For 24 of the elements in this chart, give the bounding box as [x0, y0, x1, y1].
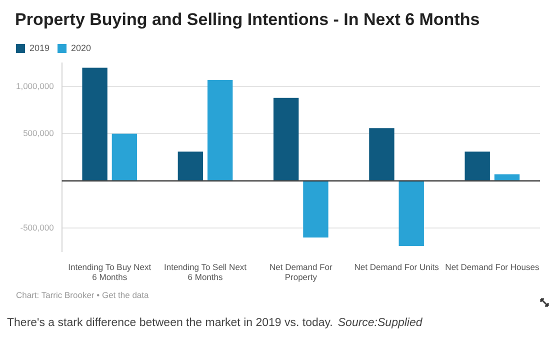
y-tick-label: -500,000 [20, 222, 54, 232]
y-tick-label: 500,000 [23, 128, 54, 138]
bar [398, 181, 424, 246]
bar [207, 80, 233, 180]
bar [112, 134, 138, 180]
x-tick-label: Intending To Buy Next 6 Months [68, 262, 152, 282]
bar [494, 174, 520, 180]
x-tick-label: Net Demand For Houses [445, 262, 540, 272]
bar [369, 128, 394, 180]
bar [273, 98, 299, 180]
chart-title: Property Buying and Selling Intentions - In Next 6 Months [15, 10, 480, 30]
bar [464, 152, 490, 180]
legend-label: 2019 [30, 42, 50, 53]
x-tick-label: Net Demand For Units [354, 262, 439, 272]
text: Chart: Tarric Brooker • Get the data [16, 290, 149, 300]
bar [82, 68, 108, 180]
legend-label: 2020 [71, 42, 92, 53]
y-tick-label: 1,000,000 [16, 80, 54, 91]
x-tick-label: Net Demand For Property [269, 262, 332, 282]
text: There's a stark difference between the market in 2019 vs. today. [7, 317, 333, 329]
source-note: Source:Supplied [338, 317, 422, 329]
bar [303, 181, 328, 238]
x-tick-label: Intending To Sell Next 6 Months [164, 262, 248, 282]
bar [178, 152, 204, 180]
